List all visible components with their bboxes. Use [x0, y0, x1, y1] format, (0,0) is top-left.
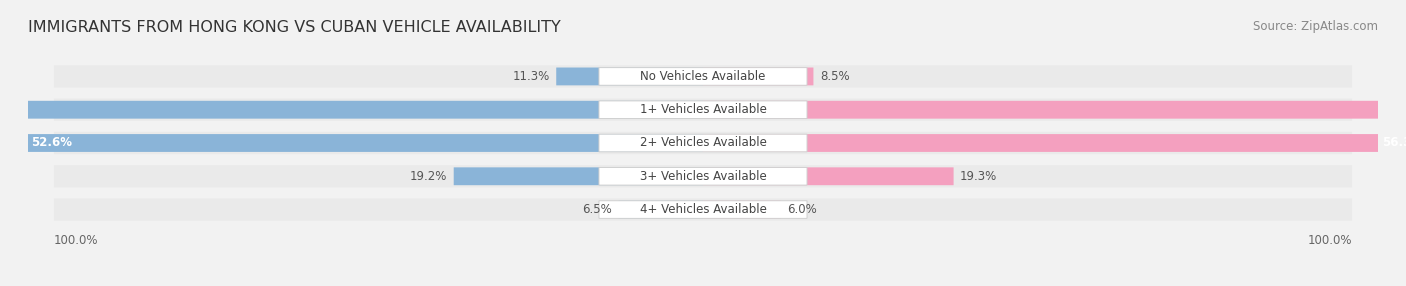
Text: 56.3%: 56.3%: [1382, 136, 1406, 150]
Text: 6.0%: 6.0%: [787, 203, 817, 216]
Text: 8.5%: 8.5%: [820, 70, 849, 83]
FancyBboxPatch shape: [20, 134, 703, 152]
FancyBboxPatch shape: [703, 67, 814, 85]
FancyBboxPatch shape: [703, 167, 953, 185]
FancyBboxPatch shape: [599, 201, 807, 219]
Text: IMMIGRANTS FROM HONG KONG VS CUBAN VEHICLE AVAILABILITY: IMMIGRANTS FROM HONG KONG VS CUBAN VEHIC…: [28, 20, 561, 35]
Text: 52.6%: 52.6%: [31, 136, 72, 150]
Text: 19.2%: 19.2%: [411, 170, 447, 183]
Text: 100.0%: 100.0%: [53, 234, 98, 247]
FancyBboxPatch shape: [53, 99, 1353, 121]
FancyBboxPatch shape: [599, 168, 807, 185]
FancyBboxPatch shape: [454, 167, 703, 185]
FancyBboxPatch shape: [53, 132, 1353, 154]
Text: 11.3%: 11.3%: [513, 70, 550, 83]
Text: 100.0%: 100.0%: [1308, 234, 1353, 247]
FancyBboxPatch shape: [599, 101, 807, 118]
Text: 19.3%: 19.3%: [960, 170, 997, 183]
FancyBboxPatch shape: [599, 134, 807, 152]
FancyBboxPatch shape: [53, 198, 1353, 221]
FancyBboxPatch shape: [53, 65, 1353, 88]
FancyBboxPatch shape: [703, 201, 780, 219]
Text: 6.5%: 6.5%: [582, 203, 612, 216]
Text: 4+ Vehicles Available: 4+ Vehicles Available: [640, 203, 766, 216]
FancyBboxPatch shape: [557, 67, 703, 85]
Text: Source: ZipAtlas.com: Source: ZipAtlas.com: [1253, 20, 1378, 33]
Text: 2+ Vehicles Available: 2+ Vehicles Available: [640, 136, 766, 150]
Text: 1+ Vehicles Available: 1+ Vehicles Available: [640, 103, 766, 116]
Text: No Vehicles Available: No Vehicles Available: [640, 70, 766, 83]
FancyBboxPatch shape: [53, 165, 1353, 187]
FancyBboxPatch shape: [599, 67, 807, 85]
Text: 3+ Vehicles Available: 3+ Vehicles Available: [640, 170, 766, 183]
FancyBboxPatch shape: [703, 101, 1406, 119]
FancyBboxPatch shape: [703, 134, 1406, 152]
FancyBboxPatch shape: [619, 201, 703, 219]
FancyBboxPatch shape: [0, 101, 703, 119]
